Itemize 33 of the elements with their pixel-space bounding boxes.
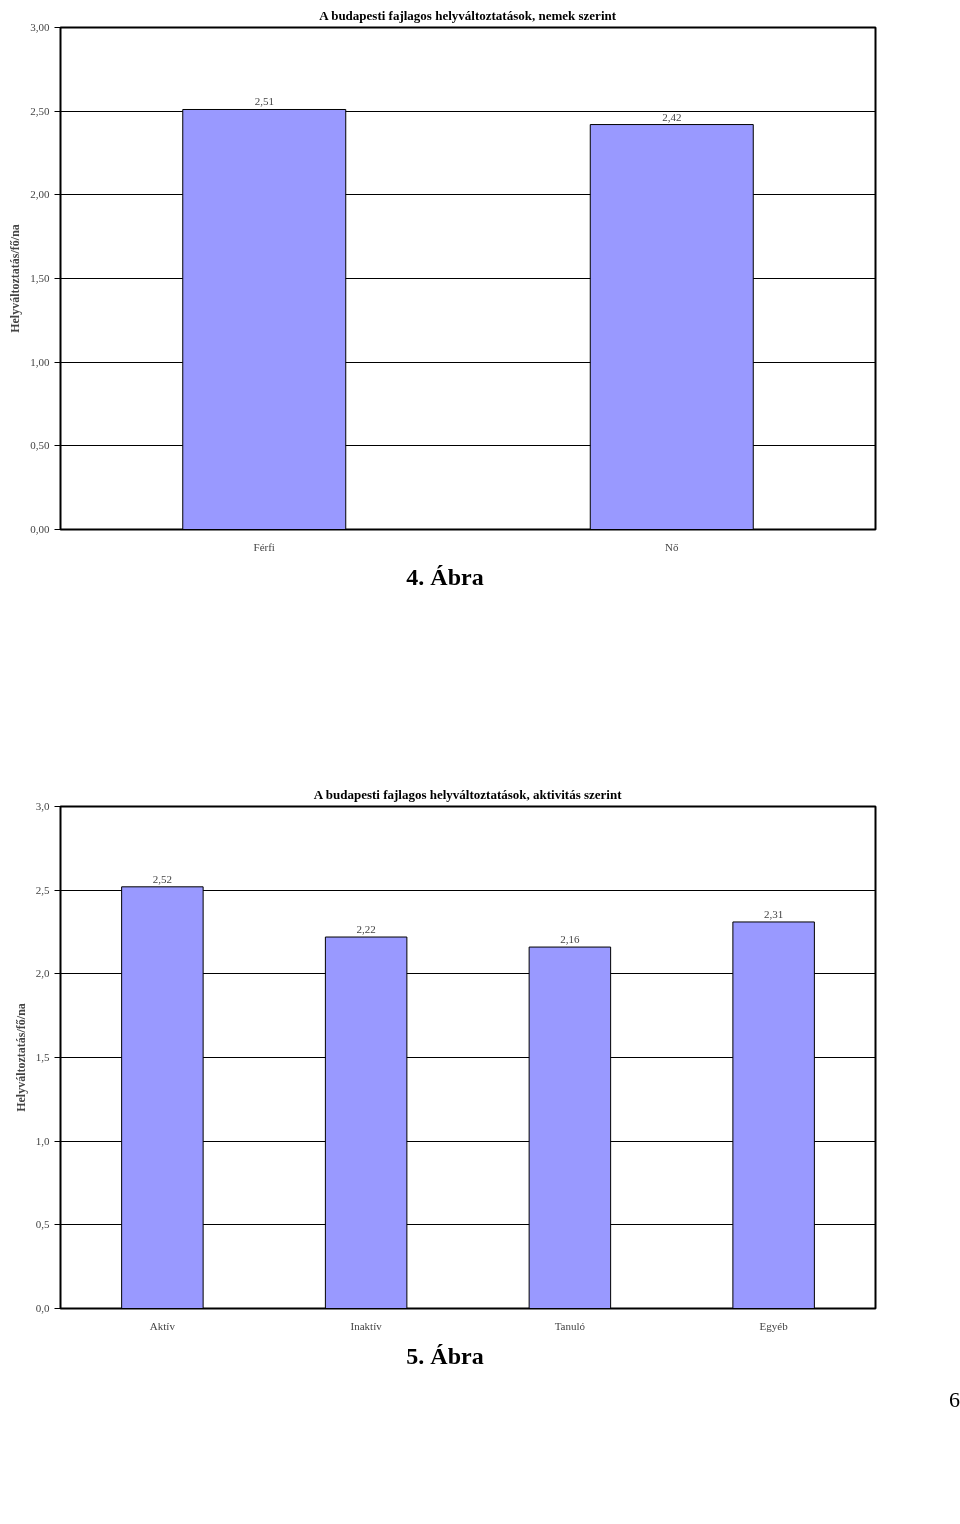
y-tick-label: 2,0 (35, 967, 50, 980)
data-label: 2,22 (356, 923, 376, 936)
data-label: 2,16 (560, 933, 580, 946)
data-label: 2,52 (152, 873, 172, 886)
y-tick-label: 0,0 (35, 1302, 50, 1315)
x-tick-label: Egyéb (759, 1319, 789, 1332)
y-tick-label: 3,00 (30, 21, 50, 33)
x-tick-label: Aktív (149, 1319, 176, 1332)
x-tick-label: Tanuló (554, 1319, 586, 1332)
text: 4. Ábra (406, 563, 484, 592)
y-axis-title: Helyváltoztatás/fő/na (13, 1003, 28, 1113)
data-label: 2,42 (662, 110, 682, 123)
text: 6 (949, 1385, 960, 1414)
text: 5. Ábra (406, 1342, 484, 1372)
y-axis-title: Helyváltoztatás/fő/na (8, 224, 23, 333)
x-tick-label: Férfi (253, 540, 275, 553)
data-label: 2,51 (254, 95, 274, 108)
y-tick-label: 1,0 (35, 1134, 50, 1147)
y-tick-label: 2,5 (35, 883, 50, 896)
x-tick-label: Nő (665, 540, 679, 553)
y-tick-label: 0,5 (35, 1218, 50, 1231)
x-tick-label: Inaktív (350, 1319, 383, 1332)
y-tick-label: 1,00 (30, 355, 50, 368)
y-tick-label: 1,5 (35, 1051, 50, 1064)
y-tick-label: 0,00 (30, 523, 50, 535)
chart-title: A budapesti fajlagos helyváltoztatások, aktivitás szerint (313, 786, 623, 802)
y-tick-label: 2,50 (30, 104, 50, 117)
y-tick-label: 0,50 (30, 439, 50, 452)
y-tick-label: 2,00 (30, 188, 50, 201)
chart-title: A budapesti fajlagos helyváltoztatások, nemek szerint (319, 7, 617, 23)
y-tick-label: 1,50 (30, 272, 50, 284)
data-label: 2,31 (764, 908, 784, 921)
y-tick-label: 3,0 (35, 800, 50, 813)
